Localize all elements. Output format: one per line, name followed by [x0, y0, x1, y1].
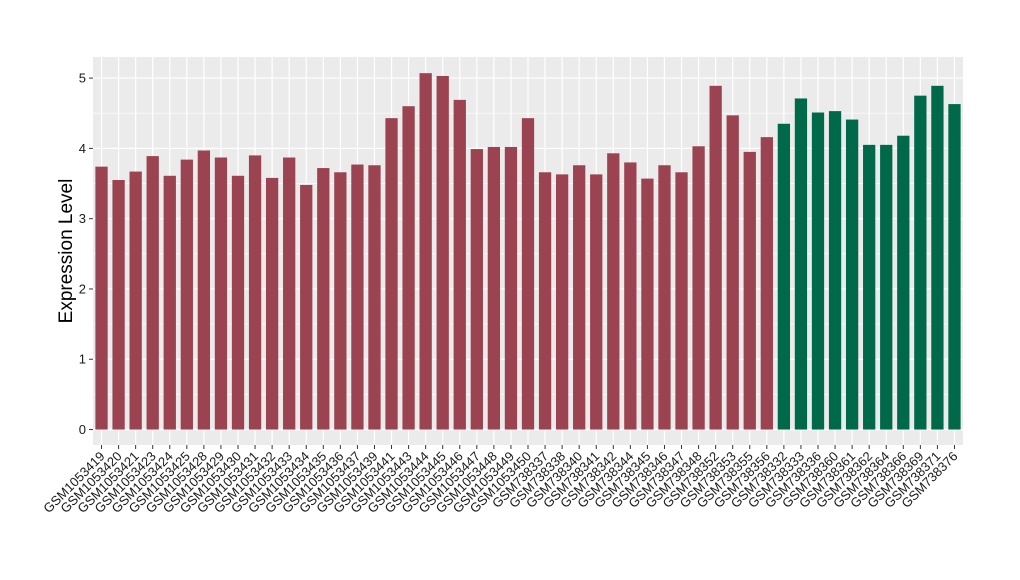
bar: [726, 115, 739, 430]
bar: [163, 175, 176, 430]
bar: [368, 165, 381, 430]
bar: [470, 149, 483, 430]
bar: [607, 153, 620, 430]
y-tick-label: 4: [79, 141, 86, 156]
bar: [521, 118, 535, 430]
bar: [845, 119, 859, 430]
bar: [334, 172, 347, 430]
bar: [385, 118, 398, 430]
bar: [777, 123, 791, 430]
bar: [231, 175, 245, 430]
bar: [95, 166, 108, 430]
bar: [709, 85, 722, 430]
bar: [948, 104, 961, 430]
bar: [197, 150, 211, 430]
y-tick-label: 1: [79, 352, 86, 367]
bar: [641, 178, 654, 430]
y-tick-label: 3: [79, 211, 86, 226]
bar: [555, 174, 569, 430]
bar: [897, 135, 910, 430]
bar: [624, 162, 637, 430]
bar: [317, 168, 330, 430]
bar: [300, 184, 313, 430]
bar: [402, 106, 415, 430]
bar: [658, 165, 671, 430]
bar: [931, 85, 944, 430]
bar: [146, 156, 159, 430]
bar: [214, 157, 228, 430]
x-axis: GSM1053419GSM1053420GSM1053421GSM1053423…: [40, 445, 961, 516]
y-axis-title: Expression Level: [56, 179, 77, 324]
bar: [573, 165, 586, 430]
bar: [914, 95, 927, 430]
y-axis: 0 1 2 3 4 5: [79, 71, 93, 437]
bar: [265, 177, 279, 430]
bar: [112, 180, 125, 430]
bar: [863, 144, 876, 430]
bar: [487, 146, 501, 430]
bar: [760, 137, 773, 430]
bar: [692, 146, 705, 430]
y-tick-label: 5: [79, 71, 86, 86]
bar: [828, 111, 842, 430]
y-tick-label: 2: [79, 281, 86, 296]
bar: [248, 155, 262, 430]
y-tick-label: 0: [79, 422, 86, 437]
bar: [794, 98, 808, 430]
bar: [811, 112, 825, 430]
bar: [283, 157, 296, 430]
bar: [419, 73, 432, 430]
bar: [351, 164, 364, 430]
bar: [538, 172, 552, 430]
bars: [95, 73, 961, 430]
bar: [675, 172, 688, 430]
bar: [743, 151, 756, 430]
bar: [453, 99, 466, 430]
bar: [180, 159, 193, 430]
bar: [504, 146, 518, 430]
bar: [436, 75, 449, 430]
bar: [129, 171, 142, 430]
bar: [880, 144, 893, 430]
bar: [590, 174, 603, 430]
